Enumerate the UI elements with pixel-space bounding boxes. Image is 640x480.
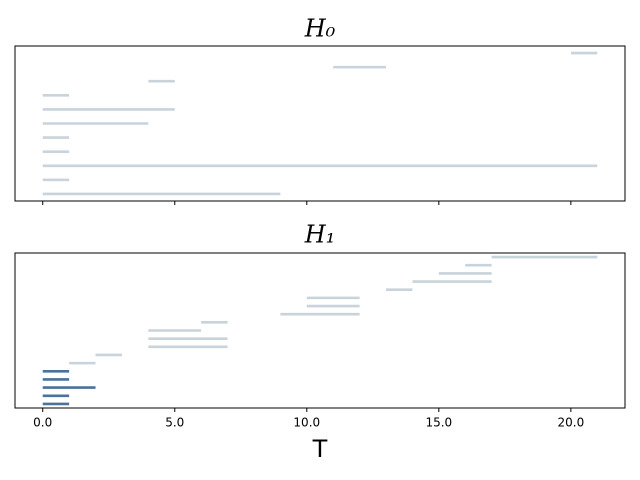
plot-frame (14, 252, 626, 409)
x-tick-label: 20.0 (558, 416, 585, 430)
chart-title: H₁ (304, 221, 336, 249)
x-tick-label: 5.0 (165, 416, 184, 430)
x-tick-label: 15.0 (425, 416, 452, 430)
plot-frame (14, 45, 626, 202)
x-tick-label: 10.0 (293, 416, 320, 430)
x-tick-label: 0.0 (33, 416, 52, 430)
chart-title: H₀ (304, 15, 336, 43)
x-axis-label: T (312, 435, 328, 463)
